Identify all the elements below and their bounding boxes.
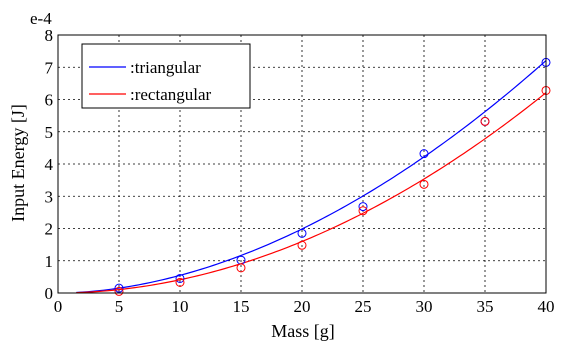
data-point-triangular bbox=[358, 202, 368, 212]
x-tick-labels: 0 5 10 15 20 25 30 35 40 bbox=[54, 297, 555, 316]
y-tick-labels: 0 1 2 3 4 5 6 7 8 bbox=[45, 26, 54, 303]
data-point-rectangular bbox=[297, 240, 307, 250]
legend-box bbox=[81, 43, 251, 109]
x-tick-label: 5 bbox=[115, 297, 124, 316]
data-point-rectangular bbox=[114, 286, 124, 296]
legend-label-rectangular: :rectangular bbox=[130, 85, 212, 104]
y-tick-label: 1 bbox=[45, 252, 54, 271]
data-point-triangular bbox=[175, 273, 185, 283]
x-tick-label: 20 bbox=[294, 297, 311, 316]
fit-curve-triangular bbox=[76, 60, 547, 294]
x-tick-label: 25 bbox=[355, 297, 372, 316]
y-exponent-label: e-4 bbox=[30, 9, 52, 28]
y-tick-label: 6 bbox=[45, 91, 54, 110]
x-tick-label: 15 bbox=[233, 297, 250, 316]
y-tick-label: 4 bbox=[45, 155, 54, 174]
data-point-triangular bbox=[419, 149, 429, 159]
y-tick-label: 2 bbox=[45, 220, 54, 239]
y-tick-label: 0 bbox=[45, 284, 54, 303]
y-tick-label: 8 bbox=[45, 26, 54, 45]
data-points bbox=[114, 57, 551, 296]
data-point-rectangular bbox=[175, 277, 185, 287]
data-point-triangular bbox=[114, 283, 124, 293]
y-tick-label: 5 bbox=[45, 123, 54, 142]
legend: :triangular :rectangular bbox=[81, 43, 251, 109]
legend-label-triangular: :triangular bbox=[130, 58, 201, 77]
data-point-triangular bbox=[297, 228, 307, 238]
x-axis-label: Mass [g] bbox=[271, 321, 335, 341]
y-axis-label: Input Energy [J] bbox=[8, 104, 28, 222]
x-tick-label: 35 bbox=[477, 297, 494, 316]
data-point-rectangular bbox=[480, 116, 490, 126]
x-tick-label: 10 bbox=[172, 297, 189, 316]
fit-curves bbox=[76, 60, 547, 294]
data-point-rectangular bbox=[236, 263, 246, 273]
x-tick-label: 40 bbox=[538, 297, 555, 316]
y-tick-label: 3 bbox=[45, 187, 54, 206]
y-tick-label: 7 bbox=[45, 58, 54, 77]
fit-curve-rectangular bbox=[76, 92, 547, 294]
plot-frame bbox=[57, 34, 547, 294]
x-tick-label: 30 bbox=[416, 297, 433, 316]
grid-lines bbox=[58, 35, 546, 293]
data-point-rectangular bbox=[419, 179, 429, 189]
x-tick-label: 0 bbox=[54, 297, 63, 316]
data-point-rectangular bbox=[358, 206, 368, 216]
